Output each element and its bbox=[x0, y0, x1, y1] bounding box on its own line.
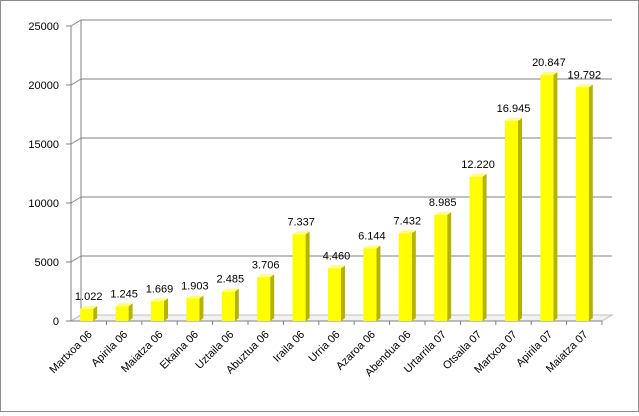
gridline-side bbox=[70, 19, 82, 27]
data-label: 1.903 bbox=[181, 281, 209, 293]
bar-top bbox=[328, 265, 345, 269]
data-label: 1.669 bbox=[146, 283, 174, 295]
data-label: 20.847 bbox=[532, 57, 566, 69]
bar-side bbox=[376, 245, 381, 321]
bar-side bbox=[93, 305, 98, 321]
bar bbox=[80, 308, 94, 321]
x-tick-label: Urria 06 bbox=[306, 329, 342, 365]
data-label: 1.022 bbox=[75, 291, 103, 303]
data-label: 4.460 bbox=[323, 250, 351, 262]
bar-side bbox=[588, 84, 593, 321]
data-label: 8.985 bbox=[429, 197, 457, 209]
bar-side bbox=[305, 231, 310, 321]
bar bbox=[151, 301, 164, 321]
y-tick-label: 5000 bbox=[35, 257, 59, 269]
data-label: 7.432 bbox=[394, 215, 422, 227]
x-tick-label: Martxoa 06 bbox=[47, 329, 94, 376]
y-tick-label: 10000 bbox=[28, 198, 59, 210]
bar-side bbox=[411, 230, 416, 321]
bar-side bbox=[164, 298, 168, 321]
data-label: 16.945 bbox=[497, 103, 531, 115]
bar-side bbox=[518, 118, 522, 321]
gridline-side bbox=[70, 255, 82, 263]
bar-side bbox=[553, 72, 558, 321]
bar-top bbox=[292, 231, 310, 235]
bar-side bbox=[128, 303, 133, 321]
bar-top bbox=[186, 295, 204, 299]
bar-top bbox=[221, 288, 239, 292]
bar-side bbox=[270, 274, 275, 321]
data-label: 19.792 bbox=[567, 69, 601, 81]
bar-top bbox=[575, 84, 593, 88]
bar bbox=[257, 277, 271, 321]
gridline-side bbox=[70, 78, 82, 86]
y-tick-label: 20000 bbox=[28, 80, 59, 92]
bar-top bbox=[151, 298, 168, 302]
y-tick-label: 15000 bbox=[28, 139, 59, 151]
bar-top bbox=[257, 274, 275, 278]
bar bbox=[292, 234, 306, 321]
bar-top bbox=[363, 245, 381, 249]
gridline-side bbox=[70, 137, 82, 145]
bar bbox=[363, 248, 377, 321]
data-label: 3.706 bbox=[252, 259, 280, 271]
bar bbox=[434, 214, 448, 321]
data-label: 12.220 bbox=[461, 159, 495, 171]
bar bbox=[398, 233, 412, 321]
bar-top bbox=[469, 173, 487, 177]
y-tick-label: 25000 bbox=[28, 21, 59, 33]
bar-side bbox=[199, 295, 204, 321]
y-tick-label: 0 bbox=[53, 316, 59, 328]
bar-top bbox=[80, 305, 98, 309]
bar bbox=[115, 306, 129, 321]
data-label: 6.144 bbox=[358, 231, 386, 243]
data-label: 2.485 bbox=[217, 274, 245, 286]
bar-top bbox=[505, 118, 522, 122]
bar bbox=[575, 87, 589, 321]
bar-top bbox=[434, 211, 452, 215]
bar-side bbox=[482, 173, 487, 321]
data-label: 7.337 bbox=[287, 216, 315, 228]
bar-side bbox=[447, 211, 452, 321]
bar bbox=[221, 291, 235, 321]
bar bbox=[540, 75, 554, 321]
bar-top bbox=[540, 72, 558, 76]
bar bbox=[186, 298, 200, 321]
x-tick-label: Iraila 06 bbox=[271, 329, 307, 365]
bar-side bbox=[234, 288, 239, 321]
bar-top bbox=[398, 230, 416, 234]
data-label: 1.245 bbox=[110, 288, 138, 300]
bar-top bbox=[115, 303, 133, 307]
bar bbox=[469, 176, 483, 321]
bar bbox=[328, 268, 341, 321]
gridline-side bbox=[70, 196, 82, 204]
bar-side bbox=[341, 265, 345, 321]
bar bbox=[505, 121, 518, 321]
